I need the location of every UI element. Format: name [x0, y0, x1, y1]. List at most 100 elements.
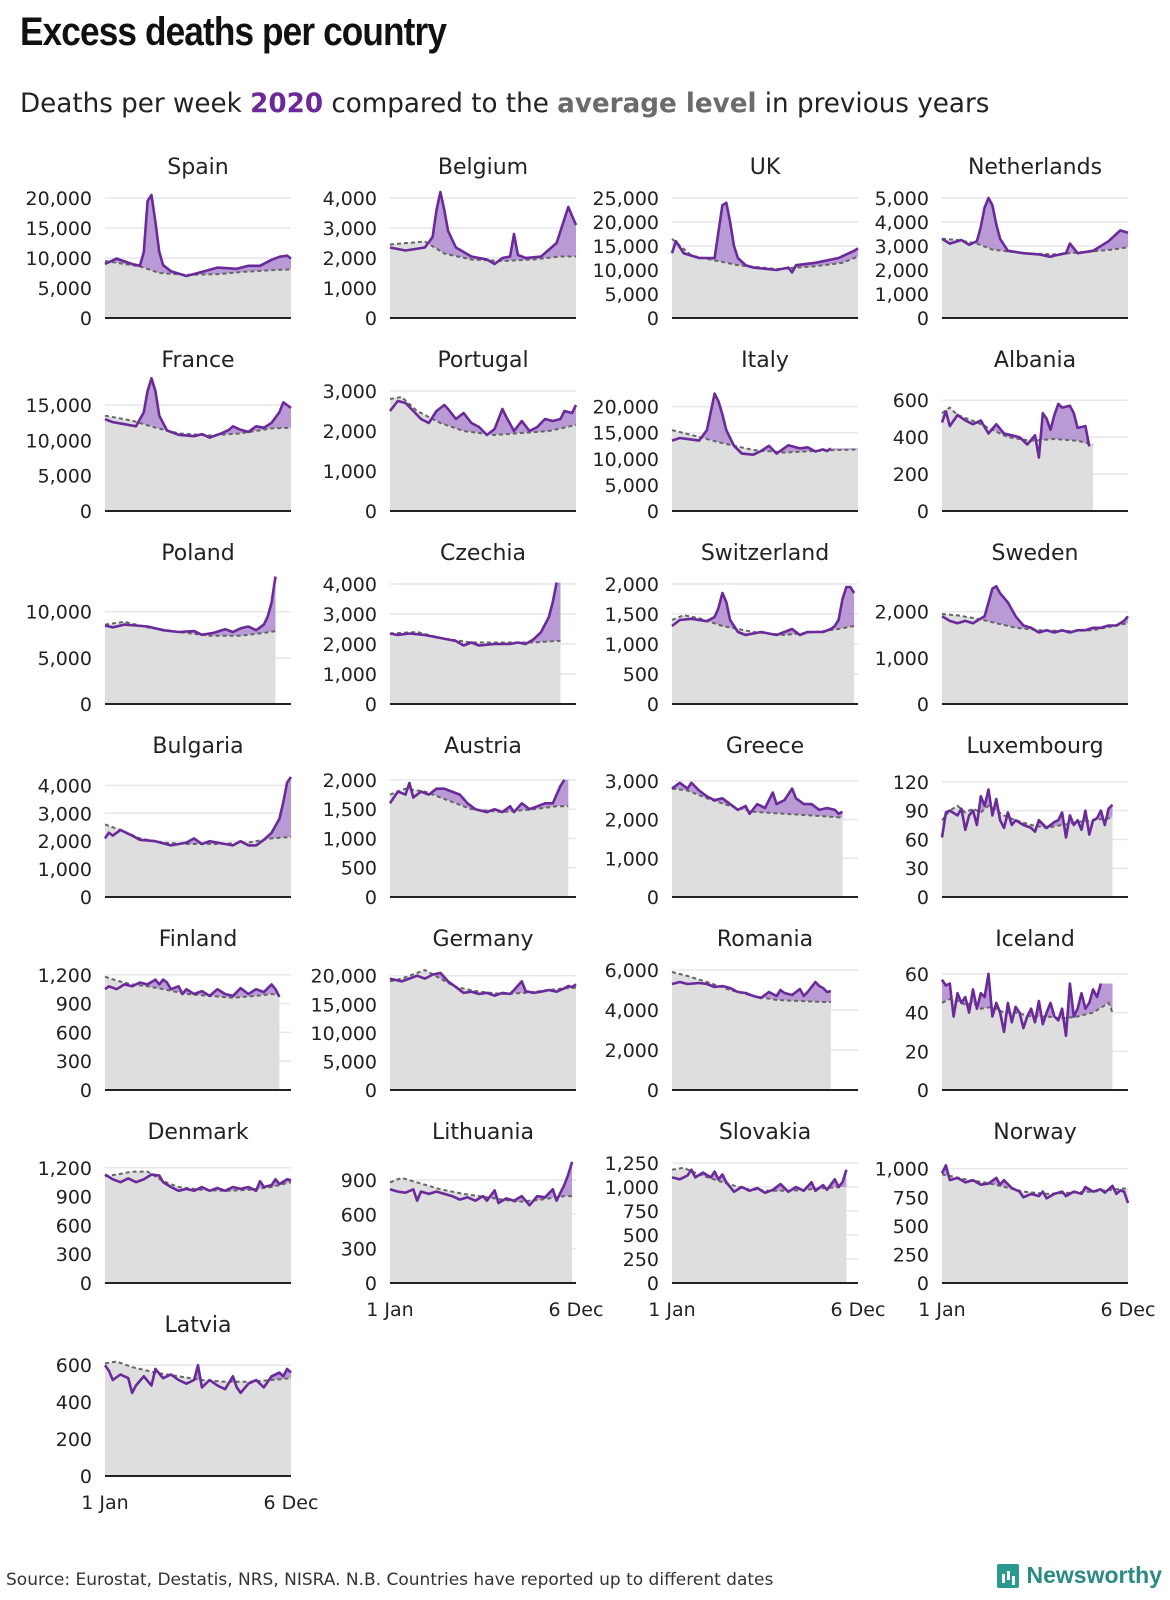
y-tick-label: 0 — [365, 501, 377, 523]
y-tick-label: 600 — [341, 1204, 377, 1226]
y-tick-label: 1,500 — [323, 799, 377, 821]
deaths-2020-line — [671, 392, 832, 457]
panel-lithuania: Lithuania 0 300 600 900 1 Jan 6 Dec — [341, 1120, 604, 1321]
panel-title: Belgium — [438, 155, 528, 180]
y-tick-label: 0 — [917, 501, 929, 523]
panel-title: Portugal — [437, 348, 528, 373]
average-area — [105, 824, 291, 897]
y-tick-label: 20,000 — [311, 966, 377, 988]
y-tick-label: 5,000 — [605, 475, 659, 497]
y-tick-label: 0 — [365, 1273, 377, 1295]
x-label-start: 1 Jan — [366, 1299, 413, 1321]
y-tick-label: 25,000 — [593, 188, 659, 210]
y-tick-label: 600 — [56, 1022, 92, 1044]
panel-poland: Poland 0 5,000 10,000 — [26, 541, 291, 716]
x-label-end: 6 Dec — [1101, 1299, 1156, 1321]
y-tick-label: 3,000 — [875, 236, 929, 258]
x-label-end: 6 Dec — [549, 1299, 604, 1321]
average-area — [942, 805, 1113, 897]
chart-subtitle: Deaths per week 2020 compared to the ave… — [20, 88, 989, 119]
y-tick-label: 20,000 — [593, 212, 659, 234]
y-tick-label: 0 — [365, 308, 377, 330]
y-tick-label: 900 — [56, 994, 92, 1016]
average-line — [941, 1173, 1129, 1195]
panel-sweden: Sweden 0 1,000 2,000 — [875, 541, 1129, 716]
y-tick-label: 4,000 — [38, 775, 92, 797]
y-tick-label: 6,000 — [605, 960, 659, 982]
y-tick-label: 250 — [893, 1244, 929, 1266]
excess-area — [942, 586, 1128, 632]
y-tick-label: 0 — [647, 501, 659, 523]
y-tick-label: 4,000 — [323, 188, 377, 210]
y-tick-label: 2,000 — [38, 831, 92, 853]
brand-logo: Newsworthy — [996, 1562, 1162, 1589]
y-tick-label: 900 — [56, 1187, 92, 1209]
y-tick-label: 0 — [917, 308, 929, 330]
y-tick-label: 200 — [893, 464, 929, 486]
panel-spain: Spain 0 5,000 10,000 15,000 20,000 — [26, 155, 292, 330]
y-tick-label: 10,000 — [593, 449, 659, 471]
subtitle-year: 2020 — [250, 88, 324, 119]
panel-title: Sweden — [992, 541, 1079, 566]
average-area — [105, 976, 280, 1090]
y-tick-label: 10,000 — [26, 602, 92, 624]
panel-title: Iceland — [995, 927, 1075, 952]
average-area — [672, 788, 843, 897]
y-tick-label: 400 — [893, 427, 929, 449]
average-line — [389, 1176, 573, 1203]
y-tick-label: 400 — [56, 1392, 92, 1414]
y-tick-label: 3,000 — [38, 803, 92, 825]
y-tick-label: 300 — [56, 1244, 92, 1266]
panel-italy: Italy 0 5,000 10,000 15,000 20,000 — [593, 348, 859, 523]
y-tick-label: 250 — [623, 1249, 659, 1271]
panel-bulgaria: Bulgaria 0 1,000 2,000 3,000 4,000 — [38, 734, 293, 909]
y-tick-label: 300 — [56, 1051, 92, 1073]
y-tick-label: 0 — [917, 1080, 929, 1102]
y-tick-label: 500 — [623, 1225, 659, 1247]
subtitle-pre: Deaths per week — [20, 88, 251, 119]
average-line — [104, 260, 292, 276]
panel-title: Germany — [432, 927, 533, 952]
y-tick-label: 0 — [80, 887, 92, 909]
y-tick-label: 15,000 — [26, 395, 92, 417]
panel-title: Bulgaria — [152, 734, 243, 759]
y-tick-label: 1,000 — [323, 828, 377, 850]
deaths-2020-line — [389, 190, 578, 266]
y-tick-label: 2,000 — [323, 248, 377, 270]
y-tick-label: 5,000 — [38, 466, 92, 488]
average-area — [942, 614, 1128, 704]
panel-title: Spain — [167, 155, 228, 180]
y-tick-label: 1,000 — [38, 859, 92, 881]
y-tick-label: 300 — [341, 1239, 377, 1261]
panel-romania: Romania 0 2,000 4,000 6,000 — [605, 927, 858, 1102]
deaths-2020-line — [104, 978, 281, 998]
y-tick-label: 750 — [623, 1201, 659, 1223]
deaths-2020-line — [389, 971, 577, 998]
deaths-2020-line — [940, 1164, 1130, 1204]
average-area — [942, 407, 1094, 511]
average-line — [104, 1360, 292, 1383]
panel-title: Slovakia — [719, 1120, 811, 1145]
y-tick-label: 600 — [893, 390, 929, 412]
y-tick-label: 2,000 — [605, 574, 659, 596]
panel-latvia: Latvia 0 200 400 600 1 Jan 6 Dec — [56, 1313, 319, 1514]
excess-area — [105, 378, 291, 436]
y-tick-label: 30 — [905, 858, 929, 880]
y-tick-label: 0 — [80, 501, 92, 523]
average-area — [390, 1177, 573, 1283]
deaths-2020-line — [940, 788, 1114, 839]
y-tick-label: 20,000 — [593, 397, 659, 419]
subtitle-mid: compared to the — [323, 88, 558, 119]
excess-area — [105, 195, 291, 275]
y-tick-label: 0 — [365, 887, 377, 909]
excess-area — [390, 582, 561, 643]
panel-title: Luxembourg — [966, 734, 1103, 759]
y-tick-label: 60 — [905, 964, 929, 986]
y-tick-label: 0 — [80, 308, 92, 330]
y-tick-label: 20 — [905, 1041, 929, 1063]
deaths-2020-line — [940, 402, 1091, 459]
y-tick-label: 0 — [917, 1273, 929, 1295]
deaths-2020-line — [388, 399, 578, 437]
